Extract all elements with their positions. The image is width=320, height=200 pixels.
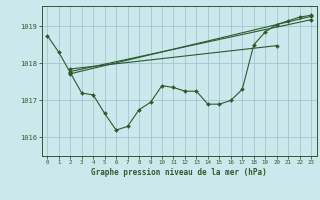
X-axis label: Graphe pression niveau de la mer (hPa): Graphe pression niveau de la mer (hPa) <box>91 168 267 177</box>
